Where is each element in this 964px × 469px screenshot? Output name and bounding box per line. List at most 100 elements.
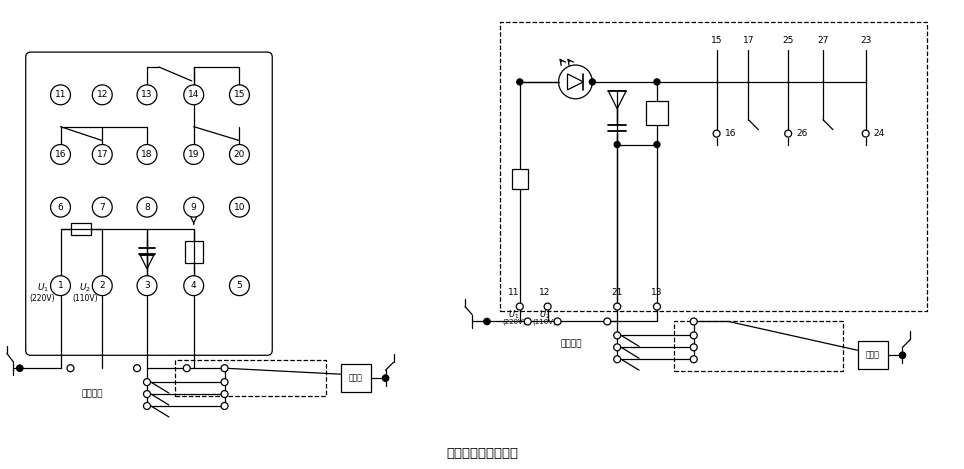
Text: (110V): (110V)	[72, 294, 98, 303]
Circle shape	[184, 85, 203, 105]
Text: 13: 13	[652, 287, 662, 296]
Circle shape	[654, 142, 660, 148]
Circle shape	[93, 197, 112, 217]
Circle shape	[144, 391, 150, 398]
Circle shape	[184, 144, 203, 165]
Circle shape	[589, 79, 596, 85]
Circle shape	[229, 197, 250, 217]
Text: $U_2$: $U_2$	[79, 281, 92, 294]
Circle shape	[134, 365, 141, 372]
Circle shape	[614, 303, 621, 310]
Circle shape	[899, 352, 905, 358]
Bar	[674, 321, 843, 371]
Circle shape	[544, 303, 551, 310]
Text: 12: 12	[539, 287, 550, 296]
Circle shape	[16, 365, 23, 371]
Circle shape	[16, 365, 23, 371]
Circle shape	[50, 197, 70, 217]
Text: (110V): (110V)	[533, 318, 556, 325]
Text: 26: 26	[796, 129, 808, 138]
Circle shape	[137, 276, 157, 295]
Text: 7: 7	[99, 203, 105, 212]
Circle shape	[484, 318, 490, 325]
Text: 16: 16	[725, 129, 736, 138]
Circle shape	[93, 144, 112, 165]
Text: 17: 17	[742, 36, 754, 45]
Text: 1: 1	[58, 281, 64, 290]
Circle shape	[554, 318, 561, 325]
Text: 20: 20	[233, 150, 245, 159]
Circle shape	[862, 130, 870, 137]
Bar	[500, 22, 927, 310]
Circle shape	[614, 344, 621, 351]
Text: $U_2$: $U_2$	[539, 309, 550, 321]
Text: 15: 15	[233, 91, 245, 99]
Bar	[646, 101, 668, 125]
Text: 6: 6	[58, 203, 64, 212]
Text: 25: 25	[783, 36, 794, 45]
Text: 16: 16	[55, 150, 67, 159]
Circle shape	[517, 79, 522, 85]
Circle shape	[184, 276, 203, 295]
Circle shape	[184, 197, 203, 217]
Text: 10: 10	[233, 203, 245, 212]
Text: 断路器: 断路器	[349, 374, 362, 383]
Bar	[71, 223, 92, 235]
Text: $U_1$: $U_1$	[508, 309, 520, 321]
Circle shape	[517, 303, 523, 310]
Text: 17: 17	[96, 150, 108, 159]
Circle shape	[229, 276, 250, 295]
Text: 跳闸回路监视典型图: 跳闸回路监视典型图	[446, 447, 518, 460]
Circle shape	[713, 130, 720, 137]
Text: 24: 24	[873, 129, 885, 138]
Text: 11: 11	[508, 287, 520, 296]
Text: 13: 13	[142, 91, 152, 99]
Circle shape	[229, 85, 250, 105]
Text: 跳闸触点: 跳闸触点	[82, 390, 103, 399]
Text: 9: 9	[191, 203, 197, 212]
Circle shape	[221, 378, 228, 386]
Circle shape	[221, 391, 228, 398]
Circle shape	[144, 402, 150, 409]
Circle shape	[137, 144, 157, 165]
Circle shape	[383, 375, 388, 381]
Text: 3: 3	[145, 281, 149, 290]
Circle shape	[383, 375, 388, 381]
Text: 21: 21	[611, 287, 623, 296]
Text: 27: 27	[817, 36, 829, 45]
Bar	[341, 364, 371, 392]
Text: 15: 15	[710, 36, 722, 45]
Circle shape	[603, 318, 611, 325]
Circle shape	[484, 318, 490, 325]
Text: 12: 12	[96, 91, 108, 99]
Circle shape	[221, 365, 228, 372]
Circle shape	[614, 332, 621, 339]
Bar	[185, 242, 202, 263]
Text: $U_1$: $U_1$	[37, 281, 48, 294]
Circle shape	[785, 130, 791, 137]
Circle shape	[229, 144, 250, 165]
Circle shape	[524, 318, 531, 325]
Circle shape	[50, 144, 70, 165]
Circle shape	[50, 85, 70, 105]
Text: (220V): (220V)	[30, 294, 56, 303]
Bar	[512, 169, 527, 189]
Circle shape	[899, 352, 905, 358]
Text: 断路器: 断路器	[866, 351, 879, 360]
Circle shape	[690, 356, 697, 363]
Text: 14: 14	[188, 91, 200, 99]
Circle shape	[183, 365, 190, 372]
Circle shape	[93, 85, 112, 105]
Circle shape	[144, 378, 150, 386]
Text: 23: 23	[860, 36, 871, 45]
Text: (220V): (220V)	[502, 318, 525, 325]
Circle shape	[137, 197, 157, 217]
Circle shape	[614, 142, 620, 148]
Text: 19: 19	[188, 150, 200, 159]
Circle shape	[690, 318, 697, 325]
Circle shape	[614, 356, 621, 363]
Circle shape	[654, 303, 660, 310]
Circle shape	[137, 85, 157, 105]
Circle shape	[93, 276, 112, 295]
Circle shape	[67, 365, 74, 372]
